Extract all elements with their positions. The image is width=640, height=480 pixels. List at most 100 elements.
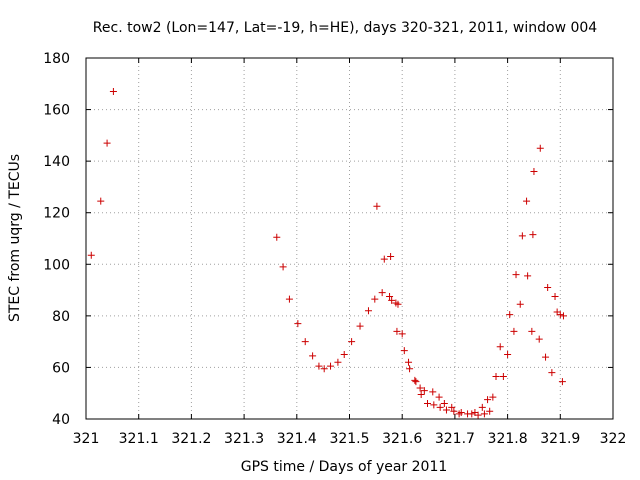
data-point (109, 88, 117, 96)
data-point (486, 407, 494, 415)
data-point (285, 295, 293, 303)
data-point (457, 409, 465, 417)
data-point (516, 300, 524, 308)
data-point (480, 410, 488, 418)
data-point (301, 338, 309, 346)
data-point (387, 253, 395, 261)
data-point (416, 384, 424, 392)
data-point (530, 167, 538, 175)
data-point (559, 312, 567, 320)
data-point (435, 393, 443, 401)
data-point (348, 338, 356, 346)
data-point (440, 400, 448, 408)
data-point (450, 407, 458, 415)
data-point (364, 307, 372, 315)
data-point (393, 327, 401, 335)
data-point (468, 410, 476, 418)
data-point (492, 372, 500, 380)
data-point (535, 335, 543, 343)
data-point (417, 391, 425, 399)
data-point (474, 411, 482, 419)
data-point (400, 347, 408, 355)
y-tick-label: 160 (43, 103, 70, 119)
y-tick-label: 180 (43, 51, 70, 67)
x-tick-label: 321.8 (488, 431, 528, 447)
data-point (411, 376, 419, 384)
data-point (478, 403, 486, 411)
data-point (551, 293, 559, 301)
x-axis-label: GPS time / Days of year 2011 (241, 459, 448, 475)
axis-ticks: 321 321.1 321.2 321.3 321.4 321.5 321.6 321.7 32… (43, 51, 626, 447)
data-point (523, 197, 531, 205)
data-point (327, 362, 335, 370)
data-point (544, 283, 552, 291)
data-point (294, 320, 302, 328)
data-point (394, 300, 402, 308)
data-point (405, 358, 413, 366)
data-point (309, 352, 317, 360)
x-tick-label: 321.1 (119, 431, 159, 447)
data-point (398, 330, 406, 338)
data-point (334, 358, 342, 366)
grid (86, 58, 613, 419)
data-point (406, 365, 414, 373)
y-tick-label: 80 (52, 309, 70, 325)
data-point (412, 378, 420, 386)
data-point (524, 272, 532, 280)
y-tick-label: 100 (43, 257, 70, 273)
data-point (556, 311, 564, 319)
data-point (430, 401, 438, 409)
data-point (489, 393, 497, 401)
chart-title: Rec. tow2 (Lon=147, Lat=-19, h=HE), days… (93, 20, 597, 36)
data-point (423, 400, 431, 408)
data-points (87, 88, 567, 419)
x-tick-label: 321.4 (277, 431, 317, 447)
data-point (512, 271, 520, 279)
x-tick-label: 322 (600, 431, 627, 447)
data-point (429, 388, 437, 396)
data-point (380, 255, 388, 263)
data-point (506, 311, 514, 319)
data-point (436, 403, 444, 411)
y-tick-label: 140 (43, 154, 70, 170)
data-point (87, 251, 95, 259)
data-point (420, 387, 428, 395)
data-point (340, 351, 348, 359)
data-point (388, 296, 396, 304)
data-point (315, 362, 323, 370)
data-point (504, 351, 512, 359)
x-tick-label: 321.6 (382, 431, 422, 447)
data-point (386, 293, 394, 301)
data-point (496, 343, 504, 351)
data-point (371, 295, 379, 303)
data-point (103, 139, 111, 147)
data-point (448, 403, 456, 411)
x-tick-label: 321 (73, 431, 100, 447)
data-point (320, 365, 328, 373)
data-point (542, 353, 550, 361)
data-point (499, 372, 507, 380)
data-point (279, 263, 287, 271)
x-tick-label: 321.7 (435, 431, 475, 447)
x-tick-label: 321.9 (540, 431, 580, 447)
x-tick-label: 321.2 (171, 431, 211, 447)
data-point (510, 327, 518, 335)
data-point (373, 202, 381, 210)
data-point (273, 233, 281, 241)
y-axis-label: STEC from uqrg / TECUs (7, 154, 23, 322)
y-tick-label: 40 (52, 412, 70, 428)
data-point (558, 378, 566, 386)
data-point (518, 232, 526, 240)
x-tick-label: 321.3 (224, 431, 264, 447)
y-tick-label: 120 (43, 206, 70, 222)
data-point (378, 289, 386, 297)
data-point (442, 406, 450, 414)
data-point (536, 144, 544, 152)
data-point (548, 369, 556, 377)
data-point (97, 197, 105, 205)
x-tick-label: 321.5 (329, 431, 369, 447)
data-point (529, 231, 537, 239)
data-point (356, 322, 364, 330)
data-point (484, 396, 492, 404)
